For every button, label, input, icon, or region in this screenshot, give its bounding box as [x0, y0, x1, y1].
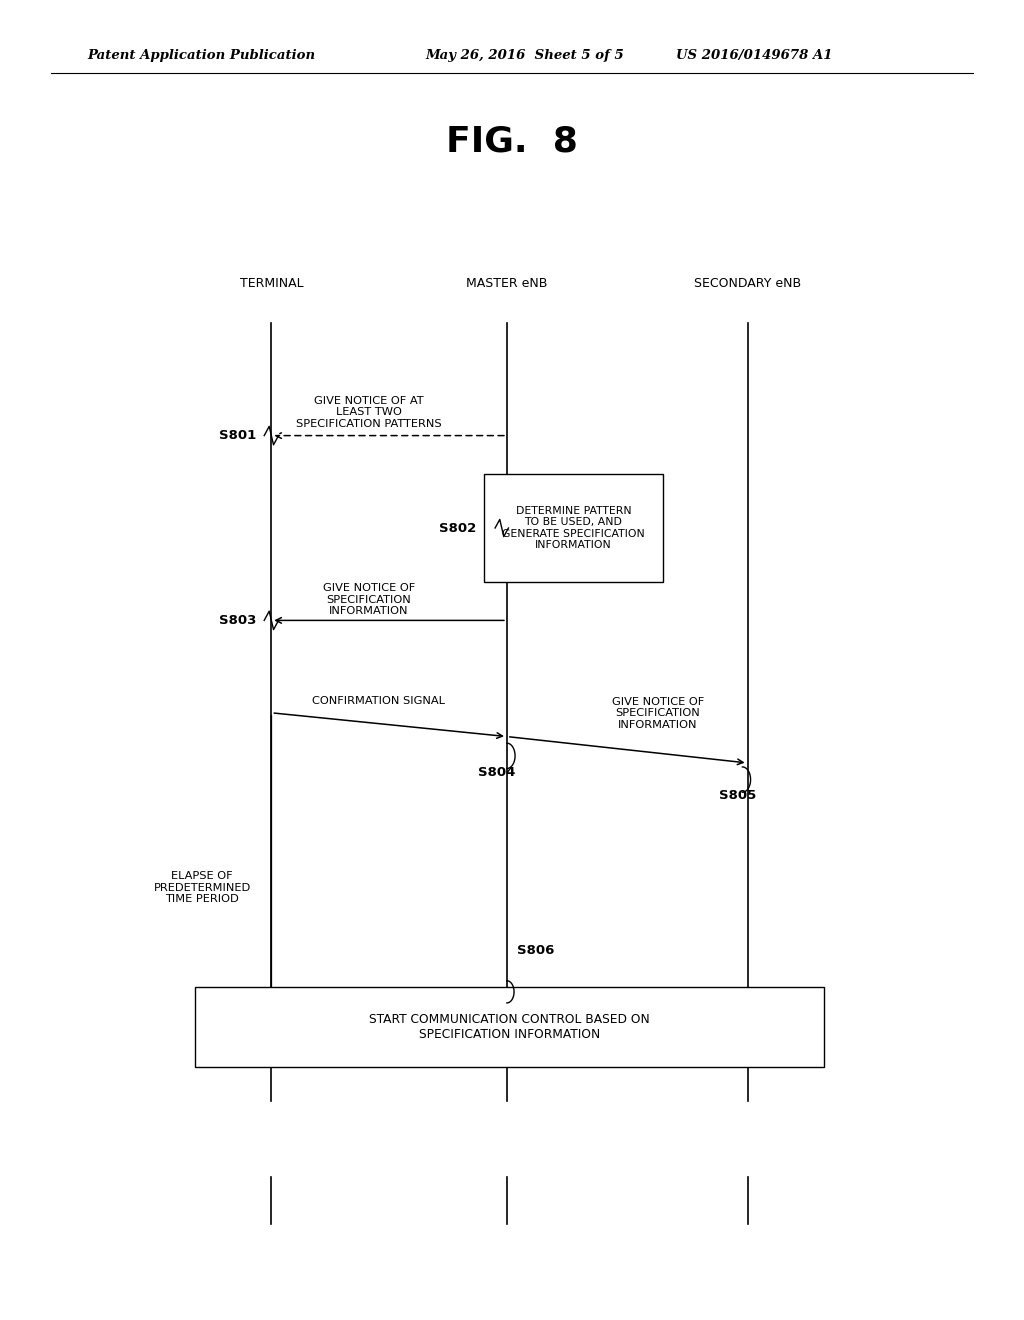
- Text: GIVE NOTICE OF
SPECIFICATION
INFORMATION: GIVE NOTICE OF SPECIFICATION INFORMATION: [611, 697, 705, 730]
- Text: S803: S803: [219, 614, 256, 627]
- Bar: [484, 474, 664, 582]
- Text: SECONDARY eNB: SECONDARY eNB: [694, 277, 801, 290]
- Text: S804: S804: [478, 766, 515, 779]
- Text: FIG.  8: FIG. 8: [446, 124, 578, 158]
- Text: S805: S805: [719, 789, 756, 803]
- Text: START COMMUNICATION CONTROL BASED ON
SPECIFICATION INFORMATION: START COMMUNICATION CONTROL BASED ON SPE…: [369, 1012, 650, 1041]
- Text: US 2016/0149678 A1: US 2016/0149678 A1: [676, 49, 833, 62]
- Text: TERMINAL: TERMINAL: [240, 277, 303, 290]
- Text: DETERMINE PATTERN
TO BE USED, AND
GENERATE SPECIFICATION
INFORMATION: DETERMINE PATTERN TO BE USED, AND GENERA…: [502, 506, 645, 550]
- Text: S802: S802: [439, 521, 476, 535]
- Text: GIVE NOTICE OF AT
LEAST TWO
SPECIFICATION PATTERNS: GIVE NOTICE OF AT LEAST TWO SPECIFICATIO…: [296, 396, 441, 429]
- Text: S806: S806: [517, 944, 554, 957]
- Bar: [195, 987, 824, 1067]
- Text: S801: S801: [219, 429, 256, 442]
- Text: ELAPSE OF
PREDETERMINED
TIME PERIOD: ELAPSE OF PREDETERMINED TIME PERIOD: [154, 871, 251, 904]
- Text: CONFIRMATION SIGNAL: CONFIRMATION SIGNAL: [312, 696, 445, 706]
- Text: MASTER eNB: MASTER eNB: [466, 277, 548, 290]
- Text: May 26, 2016  Sheet 5 of 5: May 26, 2016 Sheet 5 of 5: [425, 49, 624, 62]
- Text: GIVE NOTICE OF
SPECIFICATION
INFORMATION: GIVE NOTICE OF SPECIFICATION INFORMATION: [323, 583, 415, 616]
- Text: Patent Application Publication: Patent Application Publication: [87, 49, 315, 62]
